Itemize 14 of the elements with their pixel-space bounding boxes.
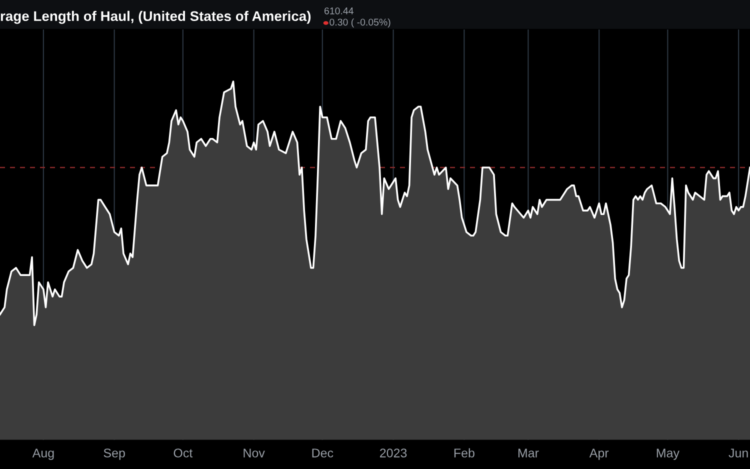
x-tick-label: Dec [312,448,334,458]
chart-title: rage Length of Haul, (United States of America) [0,10,311,24]
x-tick-label: Jun [728,448,748,458]
x-tick-label: Mar [518,448,539,458]
text: 0.30 ( -0.05%) [330,18,390,28]
x-tick-label: Aug [32,448,54,460]
x-tick-label: Nov [244,448,265,458]
x-tick-label: Feb [454,448,474,458]
x-tick-label: Apr [589,448,609,460]
text: 610.44 [324,7,354,14]
x-tick-label: Oct [174,448,193,458]
x-tick-label: May [656,448,680,460]
x-tick-label: Sep [104,448,125,460]
x-tick-label: 2023 [380,448,407,458]
